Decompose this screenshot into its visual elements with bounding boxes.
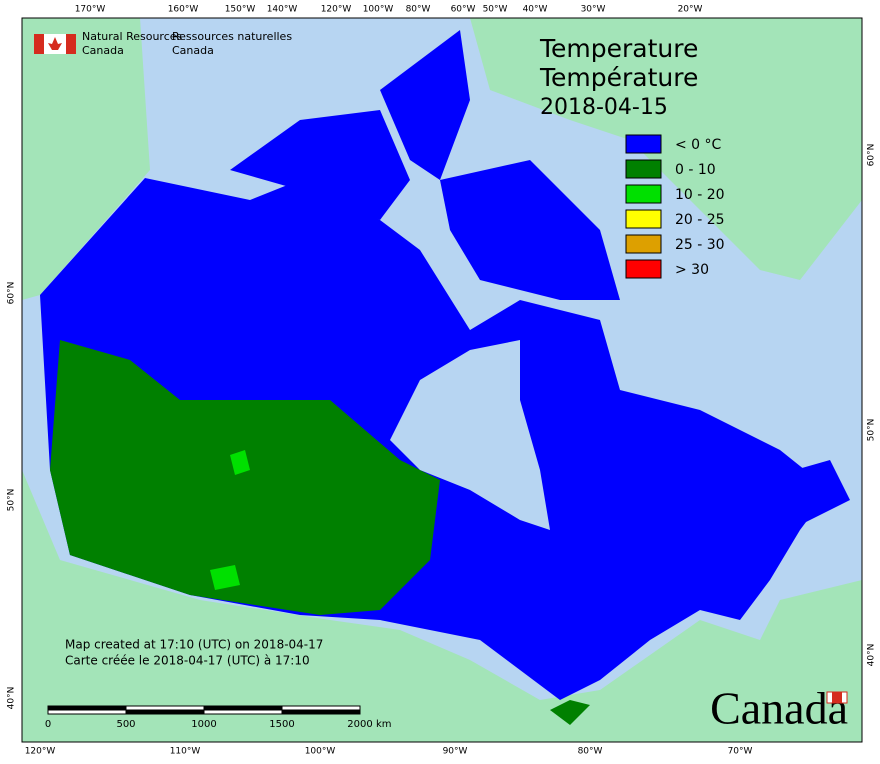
- scale-segment: [203, 709, 283, 715]
- flag-band: [34, 34, 44, 54]
- scale-segment: [47, 709, 127, 715]
- arctic-island: [380, 30, 470, 180]
- longitude-label: 150°W: [225, 5, 256, 15]
- region-10-20: [230, 450, 250, 475]
- credit-fr: Carte créée le 2018-04-17 (UTC) à 17:10: [65, 654, 310, 668]
- latitude-label: 40°N: [7, 687, 17, 710]
- longitude-label: 100°W: [305, 747, 336, 757]
- legend-label: 25 - 30: [675, 237, 725, 253]
- scale-segment: [125, 709, 205, 715]
- scale-segment: [47, 705, 127, 711]
- scale-label: 2000: [347, 719, 372, 730]
- agency-fr: Canada: [172, 44, 214, 57]
- legend-label: > 30: [675, 262, 709, 278]
- longitude-label: 60°W: [451, 5, 476, 15]
- baffin-island: [440, 160, 620, 300]
- title-date: 2018-04-15: [540, 95, 668, 120]
- scale-segment: [125, 705, 205, 711]
- legend-label: 0 - 10: [675, 162, 716, 178]
- region-10-20: [210, 565, 240, 590]
- agency-en: Canada: [82, 44, 124, 57]
- wordmark-flag-leaf: [832, 692, 842, 703]
- agency-fr: Ressources naturelles: [172, 30, 292, 43]
- longitude-label: 80°W: [578, 747, 603, 757]
- agency-en: Natural Resources: [82, 30, 183, 43]
- scale-label: 1000: [191, 719, 216, 730]
- scale-segment: [203, 705, 283, 711]
- longitude-label: 90°W: [443, 747, 468, 757]
- legend-swatch: [625, 234, 662, 254]
- longitude-label: 50°W: [483, 5, 508, 15]
- scale-label: 500: [116, 719, 135, 730]
- nrcan-signature: Natural Resources Canada Ressources natu…: [34, 30, 292, 57]
- arctic-island: [230, 110, 410, 220]
- scale-segment: [281, 709, 361, 715]
- longitude-label: 110°W: [170, 747, 201, 757]
- legend-label: < 0 °C: [675, 137, 722, 153]
- us-land: [22, 470, 862, 742]
- longitude-label: 20°W: [678, 5, 703, 15]
- title-fr: Température: [539, 63, 698, 92]
- latitude-label: 50°N: [867, 419, 877, 442]
- legend-label: 10 - 20: [675, 187, 725, 203]
- legend-swatch: [625, 184, 662, 204]
- region-0-10: [50, 340, 440, 615]
- longitude-label: 80°W: [406, 5, 431, 15]
- graticule-labels: 170°W 160°W 150°W 140°W 120°W 100°W 80°W 60°W 50…: [7, 5, 877, 757]
- greenland-land: [470, 18, 862, 280]
- credit-en: Map created at 17:10 (UTC) on 2018-04-17: [65, 638, 323, 652]
- latitude-label: 60°N: [7, 282, 17, 305]
- latitude-label: 40°N: [867, 644, 877, 667]
- scale-label: 0: [45, 719, 51, 730]
- longitude-label: 170°W: [75, 5, 106, 15]
- newfoundland: [760, 460, 850, 530]
- title-en: Temperature: [539, 34, 698, 63]
- hudson-bay: [390, 340, 550, 530]
- scale-bar: 0 500 1000 1500 2000 km: [45, 705, 392, 730]
- legend: < 0 °C 0 - 10 10 - 20 20 - 25 25 - 30 > 30: [625, 134, 725, 279]
- legend-swatch: [625, 209, 662, 229]
- longitude-label: 160°W: [168, 5, 199, 15]
- map-frame: [21, 17, 863, 743]
- scale-label: 1500: [269, 719, 294, 730]
- longitude-label: 70°W: [728, 747, 753, 757]
- longitude-label: 120°W: [25, 747, 56, 757]
- maple-leaf: [48, 37, 62, 50]
- wordmark: Canada: [710, 683, 848, 734]
- latitude-label: 60°N: [867, 144, 877, 167]
- alaska-land: [22, 18, 150, 300]
- longitude-label: 140°W: [267, 5, 298, 15]
- scale-unit: km: [376, 719, 392, 730]
- flag-band: [66, 34, 76, 54]
- region-0-10: [550, 700, 590, 725]
- longitude-label: 30°W: [581, 5, 606, 15]
- longitude-label: 100°W: [363, 5, 394, 15]
- legend-label: 20 - 25: [675, 212, 725, 228]
- legend-swatch: [625, 159, 662, 179]
- scale-segment: [281, 705, 361, 711]
- longitude-label: 40°W: [523, 5, 548, 15]
- longitude-label: 120°W: [321, 5, 352, 15]
- latitude-label: 50°N: [7, 489, 17, 512]
- legend-swatch: [625, 134, 662, 154]
- legend-swatch: [625, 259, 662, 279]
